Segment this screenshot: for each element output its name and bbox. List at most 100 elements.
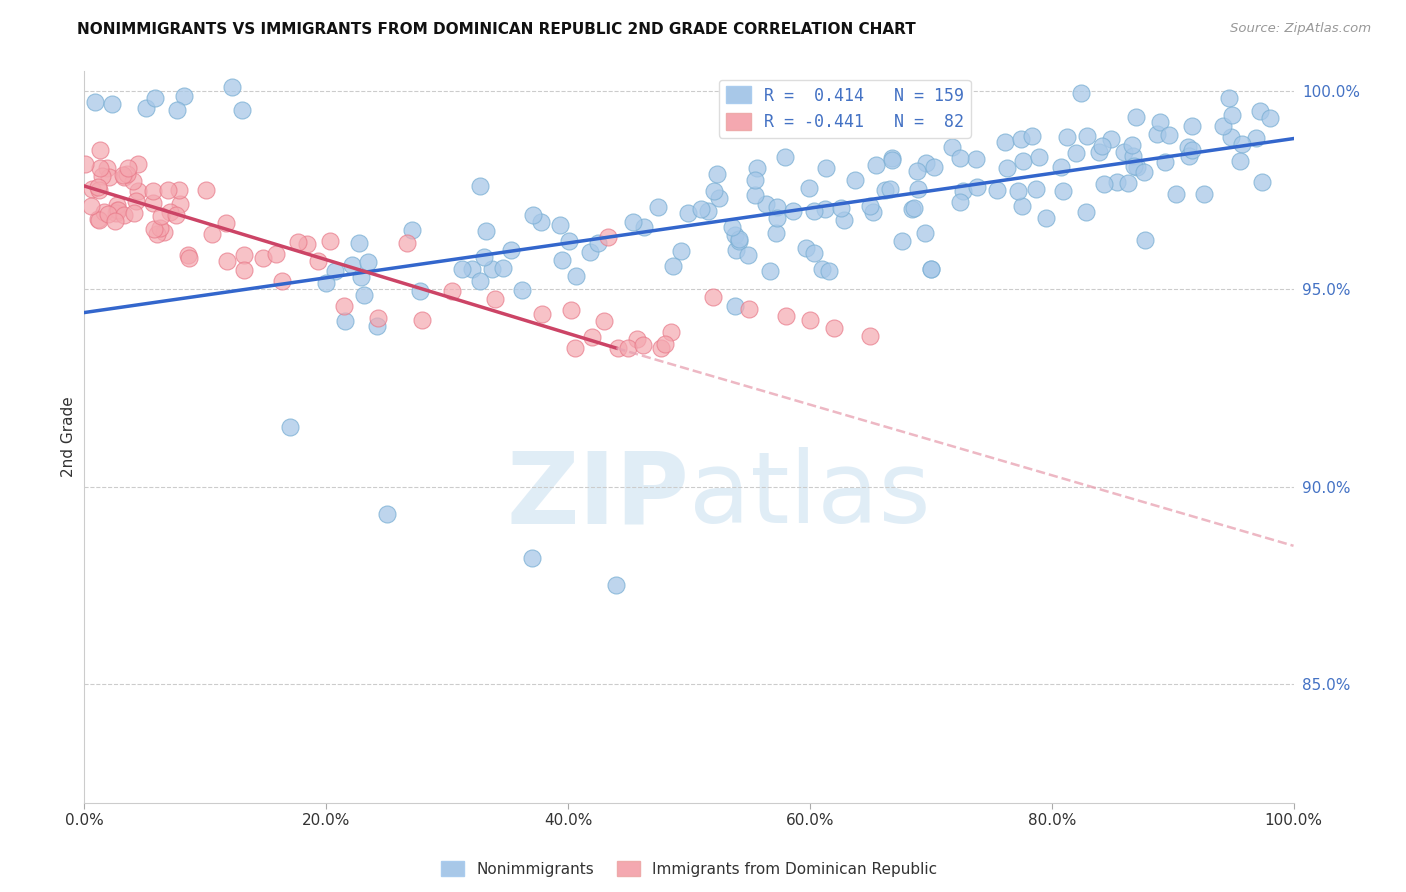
- Point: [142, 184, 165, 198]
- Point: [173, 89, 195, 103]
- Point: [818, 264, 841, 278]
- Point: [965, 153, 987, 167]
- Point: [315, 276, 337, 290]
- Point: [814, 202, 837, 216]
- Point: [149, 209, 172, 223]
- Point: [707, 191, 730, 205]
- Point: [231, 103, 253, 117]
- Point: [333, 299, 356, 313]
- Point: [862, 205, 884, 219]
- Point: [107, 203, 129, 218]
- Point: [97, 170, 120, 185]
- Point: [1249, 103, 1271, 118]
- Point: [270, 274, 292, 288]
- Point: [104, 214, 127, 228]
- Point: [159, 204, 181, 219]
- Point: [152, 225, 174, 239]
- Point: [441, 284, 464, 298]
- Point: [903, 201, 925, 215]
- Point: [1112, 145, 1135, 159]
- Point: [107, 198, 129, 212]
- Point: [723, 227, 745, 242]
- Point: [1091, 139, 1114, 153]
- Point: [233, 262, 256, 277]
- Point: [409, 284, 432, 298]
- Point: [179, 251, 201, 265]
- Point: [1076, 129, 1098, 144]
- Point: [720, 219, 742, 234]
- Point: [1123, 159, 1146, 173]
- Point: [1064, 145, 1087, 160]
- Point: [1157, 128, 1180, 142]
- Point: [676, 205, 699, 219]
- Point: [1219, 130, 1241, 145]
- Point: [91, 169, 114, 183]
- Point: [80, 199, 103, 213]
- Point: [1121, 137, 1143, 152]
- Point: [560, 303, 582, 318]
- Point: [1258, 111, 1281, 125]
- Text: Source: ZipAtlas.com: Source: ZipAtlas.com: [1230, 22, 1371, 36]
- Point: [551, 252, 574, 267]
- Point: [127, 184, 149, 198]
- Point: [814, 161, 837, 175]
- Point: [215, 216, 238, 230]
- Point: [803, 246, 825, 260]
- Point: [166, 103, 188, 117]
- Point: [794, 241, 817, 255]
- Y-axis label: 2nd Grade: 2nd Grade: [60, 397, 76, 477]
- Point: [143, 91, 166, 105]
- Point: [470, 274, 492, 288]
- Point: [492, 261, 515, 276]
- Point: [1035, 211, 1057, 225]
- Point: [755, 197, 778, 211]
- Point: [165, 208, 187, 222]
- Point: [1010, 132, 1032, 146]
- Point: [73, 157, 96, 171]
- Point: [1244, 130, 1267, 145]
- Point: [1011, 199, 1033, 213]
- Point: [745, 161, 768, 175]
- Point: [548, 218, 571, 232]
- Point: [922, 160, 945, 174]
- Point: [941, 140, 963, 154]
- Point: [994, 136, 1017, 150]
- Point: [232, 247, 254, 261]
- Point: [811, 262, 834, 277]
- Point: [1049, 160, 1071, 174]
- Point: [1180, 119, 1202, 133]
- Point: [484, 292, 506, 306]
- Point: [1220, 108, 1243, 122]
- Point: [1007, 185, 1029, 199]
- Point: [1212, 119, 1234, 133]
- Point: [586, 235, 609, 250]
- Point: [650, 341, 672, 355]
- Point: [96, 161, 118, 175]
- Point: [986, 183, 1008, 197]
- Point: [87, 213, 110, 227]
- Point: [621, 214, 644, 228]
- Point: [782, 203, 804, 218]
- Point: [565, 269, 588, 284]
- Point: [117, 161, 139, 175]
- Point: [278, 420, 301, 434]
- Point: [765, 226, 787, 240]
- Point: [97, 207, 120, 221]
- Point: [1025, 182, 1047, 196]
- Point: [111, 168, 134, 182]
- Point: [1192, 187, 1215, 202]
- Point: [1070, 86, 1092, 100]
- Point: [124, 194, 146, 209]
- Point: [844, 173, 866, 187]
- Point: [873, 183, 896, 197]
- Point: [143, 221, 166, 235]
- Point: [907, 182, 929, 196]
- Point: [1218, 91, 1240, 105]
- Point: [803, 203, 825, 218]
- Point: [1052, 184, 1074, 198]
- Point: [579, 245, 602, 260]
- Point: [167, 183, 190, 197]
- Point: [450, 262, 472, 277]
- Point: [859, 329, 882, 343]
- Point: [882, 153, 904, 168]
